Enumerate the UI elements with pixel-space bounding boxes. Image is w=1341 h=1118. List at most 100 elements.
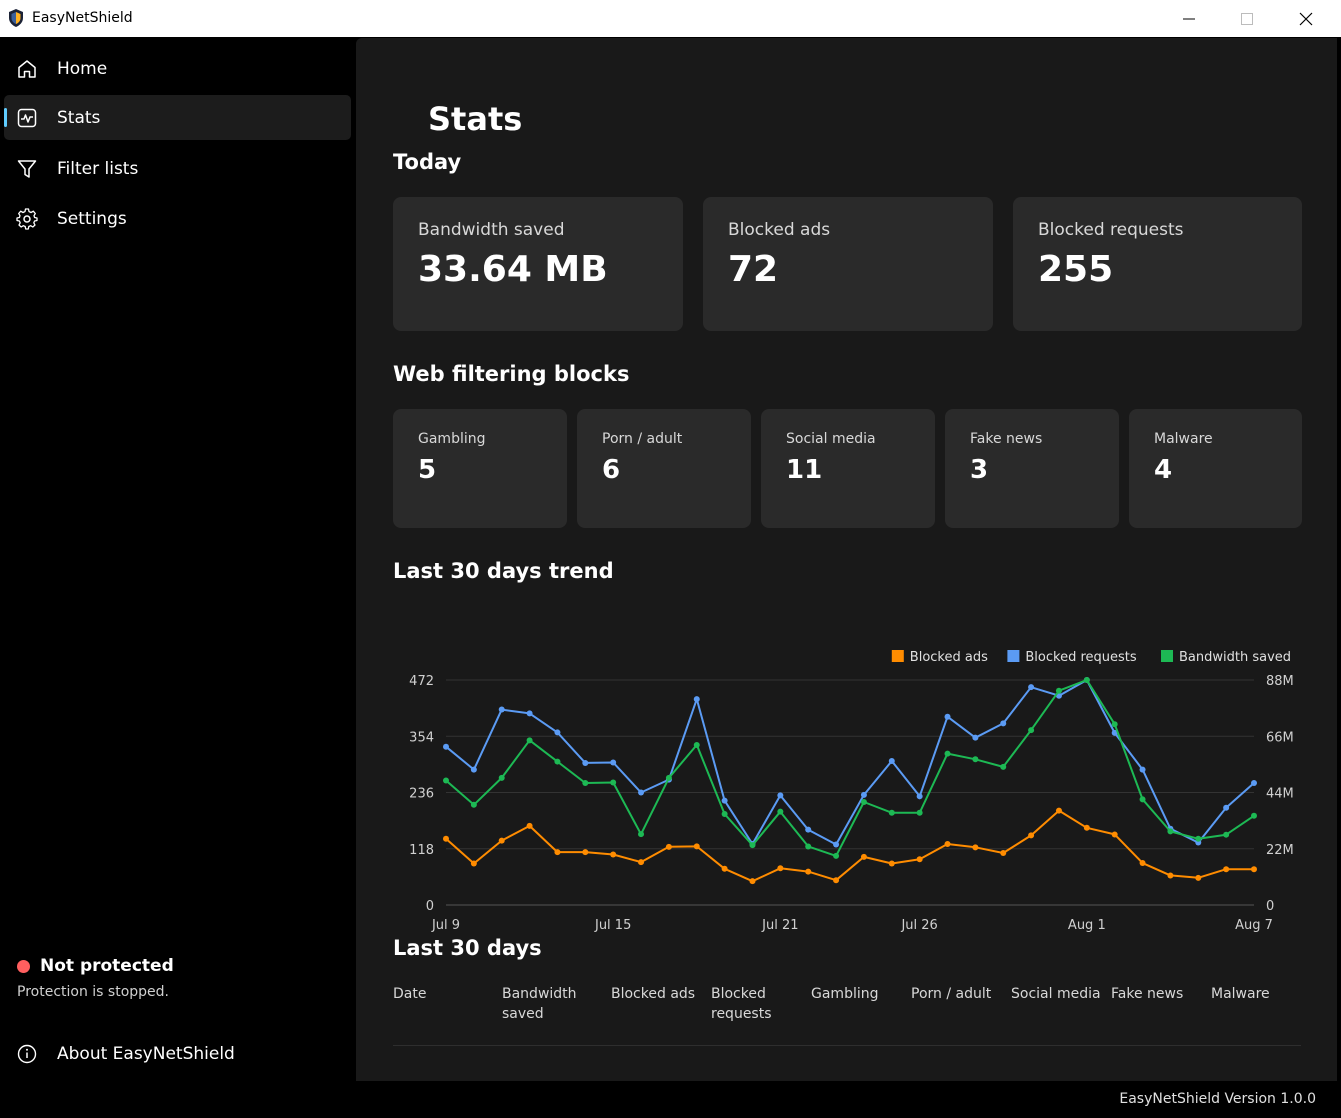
filter-card-malware: Malware 4	[1129, 409, 1302, 528]
data-point	[1028, 684, 1035, 691]
data-point	[721, 810, 728, 817]
data-point	[1028, 832, 1035, 839]
filter-label: Malware	[1154, 431, 1213, 447]
filter-value: 4	[1154, 455, 1173, 485]
column-header-social-media[interactable]: Social media	[1011, 986, 1101, 1002]
data-point	[944, 750, 951, 757]
data-point	[860, 791, 867, 798]
data-point	[749, 842, 756, 849]
sidebar-item-label: Filter lists	[57, 159, 139, 179]
stat-value: 33.64 MB	[418, 249, 608, 290]
trend-chart: 0 0 118 22M 236 44M 354 66M 472 88M Jul 9 Jul 15 Jul…	[386, 614, 1316, 934]
column-header-blocked-requests[interactable]: Blocked requests	[711, 986, 772, 1022]
data-point	[554, 729, 561, 736]
x-tick-label: Jul 21	[761, 918, 798, 933]
data-point	[582, 780, 589, 787]
data-point	[638, 831, 645, 838]
gear-icon	[16, 208, 38, 230]
about-button[interactable]: About EasyNetShield	[4, 1032, 351, 1076]
data-point	[610, 759, 617, 766]
legend-label: Bandwidth saved	[1179, 650, 1291, 665]
active-indicator	[4, 108, 7, 127]
sidebar-item-stats[interactable]: Stats	[4, 95, 351, 140]
y-tick-label-right: 44M	[1266, 787, 1294, 802]
data-point	[1000, 720, 1007, 727]
series-line	[445, 679, 1255, 857]
stat-label: Bandwidth saved	[418, 220, 565, 240]
data-point	[1139, 860, 1146, 867]
status-title: Not protected	[40, 956, 174, 976]
column-header-porn-adult[interactable]: Porn / adult	[911, 986, 992, 1002]
sidebar-item-label: Settings	[57, 209, 127, 229]
legend-swatch	[1007, 650, 1020, 662]
data-point	[972, 734, 979, 741]
data-point	[693, 696, 700, 703]
data-point	[470, 860, 477, 867]
data-point	[944, 713, 951, 720]
data-point	[526, 737, 533, 744]
data-point	[805, 868, 812, 875]
legend-swatch	[1161, 650, 1173, 662]
data-point	[693, 741, 700, 748]
column-header-blocked-ads[interactable]: Blocked ads	[611, 986, 696, 1002]
data-point	[972, 756, 979, 763]
data-point	[1055, 807, 1062, 814]
data-point	[443, 777, 449, 784]
filter-card-social-media: Social media 11	[761, 409, 935, 528]
activity-icon	[17, 108, 37, 128]
data-point	[721, 865, 728, 872]
maximize-button[interactable]	[1218, 0, 1276, 37]
minimize-icon	[1183, 18, 1195, 19]
y-tick-label-left: 236	[409, 787, 434, 802]
data-point	[833, 877, 840, 884]
data-point	[1251, 779, 1257, 786]
data-point	[944, 840, 951, 847]
today-heading: Today	[393, 150, 462, 174]
legend-label: Blocked requests	[1025, 650, 1136, 665]
data-point	[582, 759, 589, 766]
home-icon	[18, 60, 36, 78]
minimize-button[interactable]	[1160, 0, 1218, 37]
data-point	[749, 878, 756, 885]
data-point	[554, 849, 561, 856]
status-dot	[17, 960, 30, 973]
sidebar-item-home[interactable]: Home	[4, 46, 351, 91]
data-point	[860, 798, 867, 805]
x-tick-label: Jul 9	[431, 918, 460, 933]
data-point	[777, 865, 784, 872]
data-point	[1251, 812, 1257, 819]
data-point	[526, 822, 533, 829]
column-header-date[interactable]: Date	[393, 986, 427, 1002]
shield-icon	[9, 9, 23, 27]
filter-icon	[17, 160, 37, 178]
filter-card-gambling: Gambling 5	[393, 409, 567, 528]
close-icon	[1299, 12, 1313, 25]
data-point	[972, 844, 979, 851]
data-point	[1195, 874, 1202, 881]
close-button[interactable]	[1277, 0, 1335, 37]
data-point	[916, 793, 923, 800]
data-point	[1111, 729, 1118, 736]
sidebar-item-settings[interactable]: Settings	[4, 196, 351, 241]
data-point	[805, 826, 812, 833]
data-point	[833, 841, 840, 848]
data-point	[777, 808, 784, 815]
data-point	[1028, 727, 1035, 734]
column-header-malware[interactable]: Malware	[1211, 986, 1270, 1002]
about-label: About EasyNetShield	[57, 1044, 235, 1064]
filter-label: Social media	[786, 431, 876, 447]
sidebar-item-filter-lists[interactable]: Filter lists	[4, 146, 351, 191]
series-line	[445, 679, 1255, 846]
data-point	[916, 856, 923, 863]
data-point	[470, 766, 477, 773]
filter-card-porn-adult: Porn / adult 6	[577, 409, 751, 528]
column-header-gambling[interactable]: Gambling	[811, 986, 879, 1002]
data-point	[1167, 872, 1174, 879]
column-header-bandwidth-saved[interactable]: Bandwidth saved	[502, 986, 577, 1022]
web-filtering-heading: Web filtering blocks	[393, 362, 630, 386]
column-header-fake-news[interactable]: Fake news	[1111, 986, 1184, 1002]
data-point	[833, 852, 840, 859]
status-subtitle: Protection is stopped.	[17, 984, 169, 1000]
data-point	[665, 774, 672, 781]
info-icon	[17, 1044, 37, 1064]
